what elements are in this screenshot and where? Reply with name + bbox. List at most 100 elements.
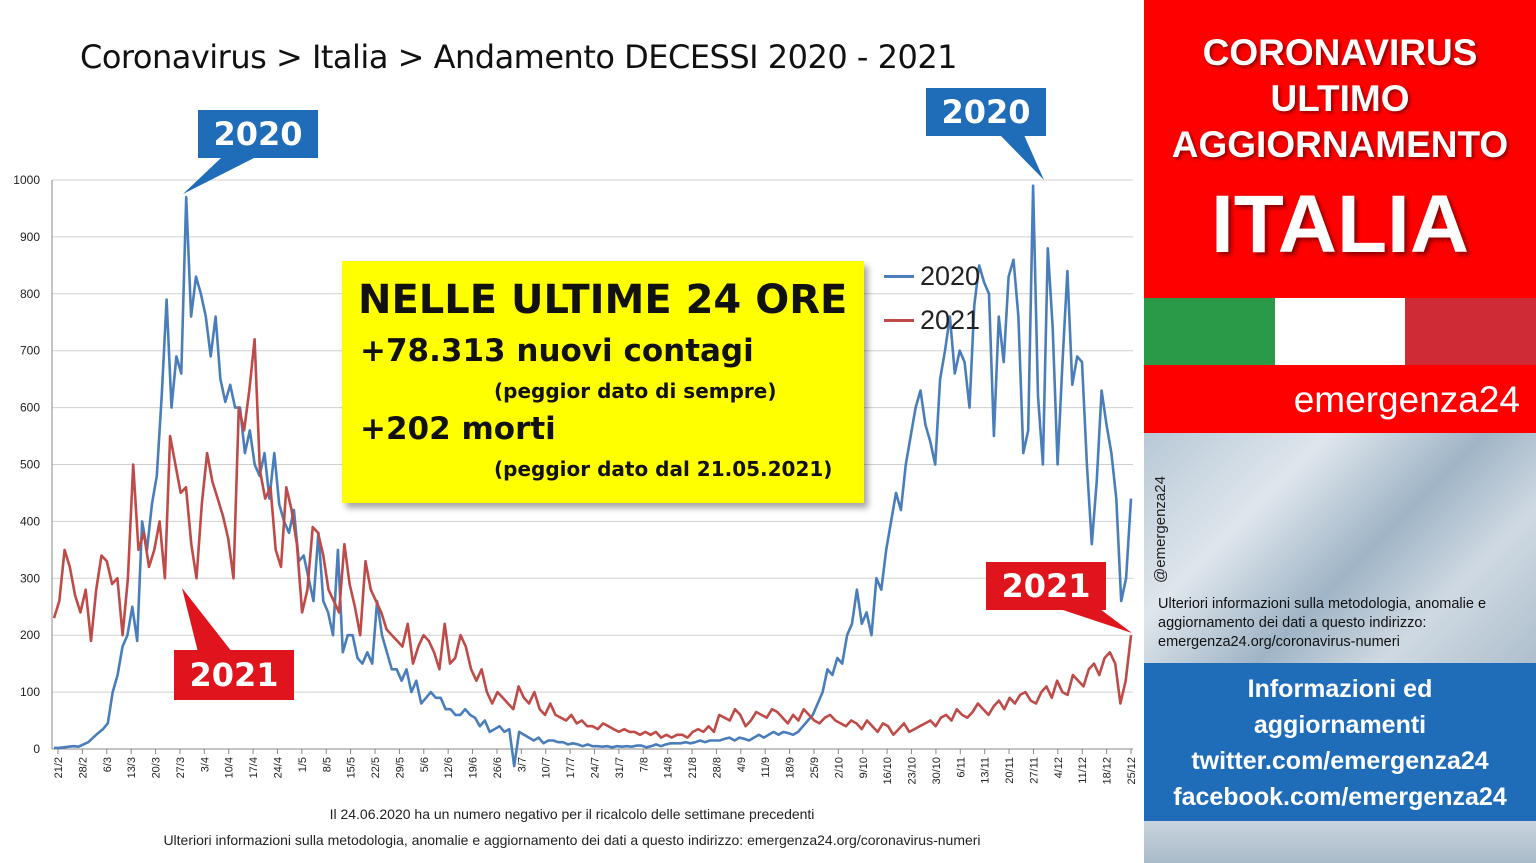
y-tick-label: 700 <box>20 344 40 358</box>
callout-2021-right: 2021 <box>986 562 1106 610</box>
callout-2021-left: 2021 <box>174 650 294 700</box>
x-tick-label: 13/11 <box>980 757 992 784</box>
footnote-negative-value: Il 24.06.2020 ha un numero negativo per … <box>329 806 815 822</box>
x-tick-label: 4/12 <box>1053 757 1065 778</box>
header-banner: CORONAVIRUS ULTIMO AGGIORNAMENTO ITALIA <box>1144 0 1536 298</box>
x-tick-label: 1/5 <box>297 757 309 772</box>
x-tick-label: 22/5 <box>370 757 382 778</box>
y-tick-label: 0 <box>33 742 40 756</box>
x-tick-label: 21/8 <box>687 757 699 778</box>
x-tick-label: 24/4 <box>272 757 284 778</box>
x-tick-label: 4/9 <box>736 757 748 772</box>
new-deaths: +202 morti <box>360 411 556 447</box>
y-tick-label: 800 <box>20 287 40 301</box>
y-tick-label: 500 <box>20 458 40 472</box>
y-tick-label: 600 <box>20 401 40 415</box>
decorative-strip <box>1144 821 1536 863</box>
new-cases: +78.313 nuovi contagi <box>360 333 754 369</box>
x-tick-label: 20/3 <box>151 757 163 778</box>
x-tick-label: 12/6 <box>443 757 455 778</box>
footnote-methodology: Ulteriori informazioni sulla metodologia… <box>163 832 981 848</box>
x-tick-label: 8/5 <box>321 757 333 772</box>
country-name: ITALIA <box>1210 179 1470 270</box>
series-line-2021 <box>52 337 1133 739</box>
x-tick-label: 17/4 <box>248 757 260 778</box>
x-tick-label: 13/3 <box>126 757 138 778</box>
x-tick-label: 9/10 <box>858 757 870 778</box>
chart-title: Coronavirus > Italia > Andamento DECESSI… <box>80 38 958 76</box>
social-handle: @emergenza24 <box>1152 476 1169 583</box>
x-tick-label: 18/9 <box>785 757 797 778</box>
x-tick-label: 28/2 <box>77 757 89 778</box>
legend-item-2021: 2021 <box>884 298 980 342</box>
flag-red <box>1405 298 1536 365</box>
banner-line-2: ULTIMO <box>1270 78 1410 119</box>
pointer-2020-left <box>183 157 256 194</box>
x-tick-label: 30/10 <box>931 757 943 785</box>
x-tick-label: 7/8 <box>638 757 650 772</box>
x-tick-label: 2/10 <box>833 757 845 778</box>
facebook-link[interactable]: facebook.com/emergenza24 <box>1173 783 1507 811</box>
y-tick-label: 200 <box>20 628 40 642</box>
new-cases-note: (peggior dato di sempre) <box>494 379 777 403</box>
y-tick-label: 100 <box>20 685 40 699</box>
new-deaths-note: (peggior dato dal 21.05.2021) <box>494 457 833 481</box>
legend-swatch-2021 <box>884 318 914 322</box>
x-tick-label: 6/11 <box>955 757 967 778</box>
x-tick-label: 17/7 <box>565 757 577 778</box>
y-axis: 0 100 200 300 400 500 600 700 800 900 1000 <box>13 173 40 756</box>
x-tick-label: 25/9 <box>809 757 821 778</box>
line-chart: 0 100 200 300 400 500 600 700 800 900 1000 21/2 28/… <box>13 135 1138 785</box>
x-tick-label: 11/9 <box>760 757 772 778</box>
chart-legend: 2020 2021 <box>884 254 980 342</box>
x-axis: 21/2 28/2 6/3 13/3 20/3 27/3 3/4 10/4 17/4 24/4 1/… <box>53 749 1138 785</box>
banner-line-3: AGGIORNAMENTO <box>1171 124 1509 165</box>
x-tick-label: 20/11 <box>1004 757 1016 784</box>
x-tick-label: 14/8 <box>663 757 675 778</box>
pointer-2021-right <box>1060 609 1132 633</box>
italian-flag <box>1144 298 1536 365</box>
y-tick-label: 900 <box>20 230 40 244</box>
x-tick-label: 6/3 <box>102 757 114 772</box>
social-line-2: aggiornamenti <box>1253 711 1427 739</box>
flag-white <box>1274 298 1406 365</box>
twitter-link[interactable]: twitter.com/emergenza24 <box>1191 747 1489 775</box>
x-tick-label: 29/5 <box>394 757 406 778</box>
x-tick-label: 28/8 <box>711 757 723 778</box>
y-tick-label: 400 <box>20 514 40 528</box>
x-tick-label: 16/10 <box>882 757 894 785</box>
highlight-box: NELLE ULTIME 24 ORE +78.313 nuovi contag… <box>342 261 864 503</box>
right-panel: CORONAVIRUS ULTIMO AGGIORNAMENTO ITALIA … <box>1144 0 1536 863</box>
x-tick-label: 26/6 <box>492 757 504 778</box>
legend-item-2020: 2020 <box>884 254 980 298</box>
flag-green <box>1144 298 1275 365</box>
pointer-2020-right <box>1000 135 1044 180</box>
x-tick-label: 25/12 <box>1126 757 1138 785</box>
social-line-1: Informazioni ed <box>1247 675 1433 703</box>
social-panel: Informazioni ed aggiornamenti twitter.co… <box>1144 663 1536 821</box>
x-tick-label: 31/7 <box>614 757 626 778</box>
x-tick-label: 21/2 <box>53 757 65 778</box>
chart-series <box>52 184 1133 768</box>
x-tick-label: 27/11 <box>1028 757 1040 784</box>
y-tick-label: 1000 <box>13 173 40 187</box>
callout-2020-left: 2020 <box>198 110 318 158</box>
legend-swatch-2020 <box>884 274 914 278</box>
x-tick-label: 18/12 <box>1102 757 1114 785</box>
x-tick-label: 27/3 <box>175 757 187 778</box>
series-line-2020 <box>54 184 1133 768</box>
info-panel: @emergenza24 Ulteriori informazioni sull… <box>1144 433 1536 663</box>
y-tick-label: 300 <box>20 571 40 585</box>
x-tick-label: 3/4 <box>199 757 211 772</box>
x-tick-label: 23/10 <box>907 757 919 785</box>
x-tick-label: 11/12 <box>1077 757 1089 784</box>
callout-pointers <box>182 135 1132 652</box>
legend-label-2020: 2020 <box>920 260 981 291</box>
brand-name: emergenza24 <box>1293 379 1520 420</box>
brand-banner: emergenza24 <box>1144 365 1536 433</box>
x-tick-label: 24/7 <box>590 757 602 778</box>
x-tick-label: 19/6 <box>468 757 480 778</box>
callout-2020-right: 2020 <box>926 88 1046 136</box>
x-tick-label: 10/4 <box>224 757 236 778</box>
x-tick-label: 3/7 <box>516 757 528 772</box>
